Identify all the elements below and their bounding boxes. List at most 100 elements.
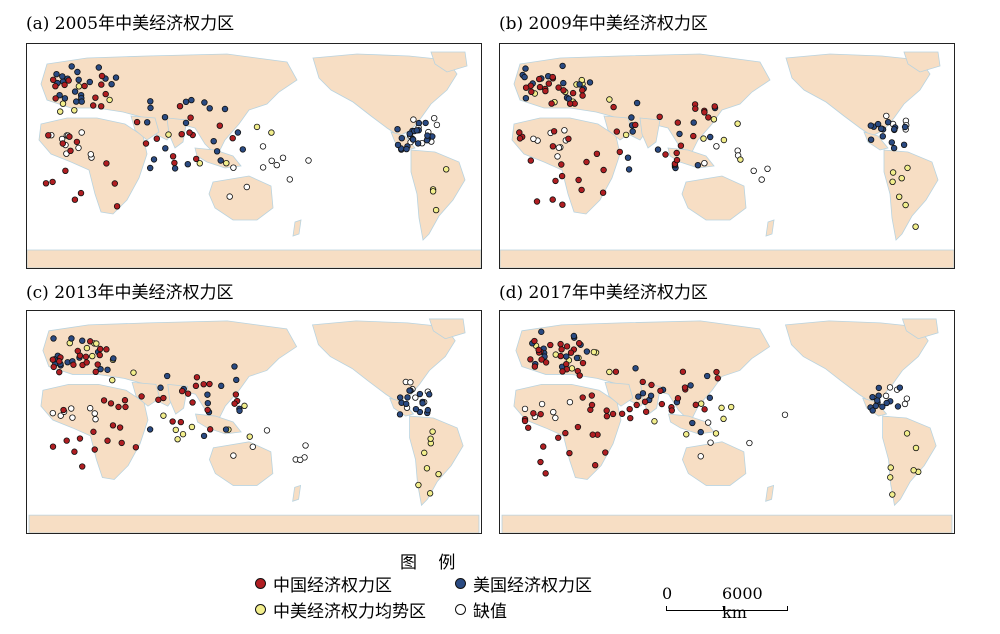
country-dot-balance <box>903 430 911 437</box>
country-dot-us <box>570 332 578 340</box>
country-dot-us <box>689 419 696 427</box>
country-dot-us <box>53 71 60 78</box>
country-dot-china <box>530 410 537 417</box>
country-dot-missing <box>286 176 293 183</box>
country-dot-china <box>549 196 556 203</box>
country-dot-china <box>96 351 103 359</box>
country-dot-china <box>71 196 79 203</box>
country-dot-balance <box>241 402 248 410</box>
country-dot-china <box>176 103 184 110</box>
legend-dot-missing <box>455 604 466 615</box>
country-dot-missing <box>431 114 438 122</box>
country-dot-china <box>618 410 626 417</box>
country-dot-us <box>79 337 86 344</box>
country-dot-us <box>690 119 697 126</box>
country-dot-china <box>548 100 555 107</box>
country-dot-china <box>633 401 640 409</box>
country-dot-us <box>521 73 528 81</box>
country-dot-us <box>559 62 566 70</box>
country-dot-missing <box>407 379 414 386</box>
country-dot-china <box>555 84 562 91</box>
country-dot-china <box>52 95 59 102</box>
country-dot-china <box>713 368 720 376</box>
country-dot-china <box>187 114 194 121</box>
country-dot-china <box>692 105 699 112</box>
country-dot-us <box>867 136 875 143</box>
country-dot-china <box>593 150 601 157</box>
country-dot-china <box>516 129 523 136</box>
country-dot-china <box>679 368 687 375</box>
country-dot-balance <box>106 96 113 104</box>
country-dot-us <box>869 393 876 401</box>
country-dot-china <box>70 361 77 368</box>
country-dot-china <box>98 81 105 88</box>
country-dot-china <box>109 422 117 429</box>
country-dot-balance <box>165 131 172 138</box>
country-dot-us <box>884 118 892 126</box>
country-dot-china <box>558 161 565 168</box>
country-dot-china <box>186 129 193 136</box>
country-dot-missing <box>901 400 909 408</box>
land-antarctica <box>500 249 954 268</box>
country-dot-china <box>632 121 639 129</box>
country-dot-china <box>639 378 646 386</box>
country-dot-us <box>422 119 429 127</box>
country-dot-us <box>71 88 79 95</box>
map-panel-d <box>499 310 955 534</box>
country-dot-china <box>559 201 566 208</box>
country-dot-china <box>192 382 200 389</box>
country-dot-us <box>414 140 422 147</box>
country-dot-china <box>516 135 524 142</box>
country-dot-balance <box>622 131 630 139</box>
legend-item-missing: 缺值 <box>455 597 507 622</box>
country-dot-us <box>206 105 213 112</box>
country-dot-us <box>110 355 117 362</box>
country-dot-missing <box>249 443 256 450</box>
legend-item-us: 美国经济权力区 <box>455 571 592 596</box>
country-dot-missing <box>750 167 757 174</box>
country-dot-china <box>206 380 213 388</box>
country-dot-us <box>426 391 433 398</box>
country-dot-china <box>701 406 708 413</box>
country-dot-china <box>103 346 110 353</box>
country-dot-balance <box>429 188 437 195</box>
country-dot-us <box>171 165 179 172</box>
country-dot-china <box>178 387 186 395</box>
country-dot-china <box>59 140 66 147</box>
country-dot-china <box>648 381 655 389</box>
country-dot-china <box>113 203 121 210</box>
country-dot-us <box>146 164 154 172</box>
country-dot-china <box>692 401 699 409</box>
country-dot-missing <box>243 183 250 191</box>
country-dot-china <box>656 113 663 120</box>
country-dot-balance <box>720 415 727 422</box>
country-dot-missing <box>746 439 753 447</box>
country-dot-us <box>397 394 404 401</box>
country-dot-us <box>75 76 82 83</box>
legend-label-china: 中国经济权力区 <box>273 576 392 596</box>
country-dot-china <box>545 80 552 87</box>
country-dot-china <box>178 130 185 138</box>
panel-title-b: (b) 2009年中美经济权力区 <box>499 14 708 34</box>
country-dot-china <box>104 437 111 444</box>
country-dot-balance <box>718 404 725 411</box>
country-dot-balance <box>429 428 436 435</box>
country-dot-china <box>711 103 718 110</box>
country-dot-china <box>94 361 101 368</box>
country-dot-missing <box>259 143 267 150</box>
country-dot-china <box>558 346 565 353</box>
country-dot-china <box>121 397 129 404</box>
country-dot-us <box>867 122 874 129</box>
legend-item-balance: 中美经济权力均势区 <box>255 597 426 622</box>
country-dot-china <box>81 82 88 90</box>
country-dot-balance <box>698 400 705 407</box>
country-dot-us <box>396 411 404 418</box>
country-dot-us <box>576 81 583 88</box>
country-dot-missing <box>87 405 94 412</box>
country-dot-china <box>216 122 223 129</box>
country-dot-china <box>100 397 108 404</box>
country-dot-missing <box>302 442 309 449</box>
country-dot-missing <box>410 116 417 123</box>
country-dot-us <box>182 119 190 127</box>
country-dot-china <box>521 417 529 425</box>
